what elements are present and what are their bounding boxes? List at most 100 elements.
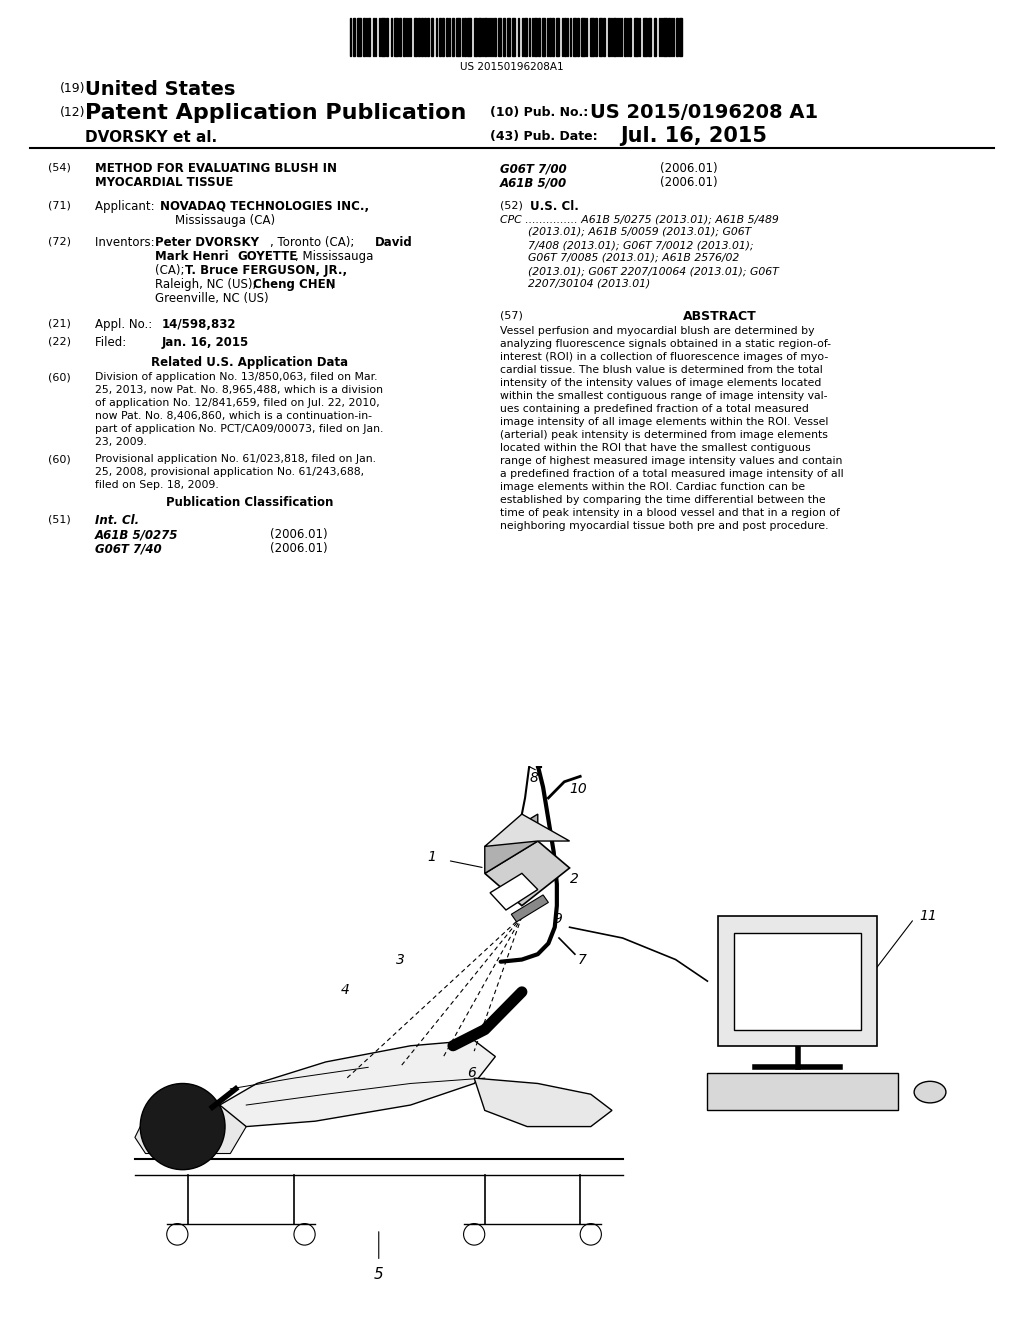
Text: (2006.01): (2006.01): [270, 528, 328, 541]
Bar: [613, 18, 616, 55]
Bar: [368, 18, 370, 55]
Text: Peter DVORSKY: Peter DVORSKY: [155, 236, 259, 249]
Bar: [624, 18, 626, 55]
Bar: [564, 18, 566, 55]
Text: NOVADAQ TECHNOLOGIES INC.,: NOVADAQ TECHNOLOGIES INC.,: [160, 201, 369, 213]
Text: 8: 8: [529, 771, 539, 785]
Text: (2006.01): (2006.01): [660, 162, 718, 176]
Text: Division of application No. 13/850,063, filed on Mar.: Division of application No. 13/850,063, …: [95, 372, 378, 381]
Text: ABSTRACT: ABSTRACT: [683, 310, 757, 323]
Text: (52): (52): [500, 201, 523, 210]
Text: US 2015/0196208 A1: US 2015/0196208 A1: [590, 103, 818, 121]
Bar: [556, 18, 559, 55]
Bar: [603, 18, 605, 55]
Text: G06T 7/40: G06T 7/40: [95, 543, 162, 554]
Bar: [464, 18, 466, 55]
Text: (60): (60): [48, 372, 71, 381]
Text: 9: 9: [554, 912, 562, 925]
Bar: [577, 18, 579, 55]
Text: (54): (54): [48, 162, 71, 172]
Text: Raleigh, NC (US);: Raleigh, NC (US);: [155, 279, 260, 290]
Bar: [381, 18, 385, 55]
Bar: [734, 933, 861, 1030]
Text: Jul. 16, 2015: Jul. 16, 2015: [620, 125, 767, 147]
Text: A61B 5/0275: A61B 5/0275: [95, 528, 178, 541]
Text: , Toronto (CA);: , Toronto (CA);: [270, 236, 358, 249]
Text: Mark Henri: Mark Henri: [155, 249, 232, 263]
Polygon shape: [490, 874, 538, 909]
Text: 5: 5: [374, 1267, 384, 1282]
Text: Patent Application Publication: Patent Application Publication: [85, 103, 466, 123]
Bar: [399, 18, 401, 55]
Bar: [654, 18, 656, 55]
Text: analyzing fluorescence signals obtained in a static region-of-: analyzing fluorescence signals obtained …: [500, 339, 831, 348]
Bar: [418, 18, 420, 55]
Bar: [534, 18, 537, 55]
Text: Greenville, NC (US): Greenville, NC (US): [155, 292, 268, 305]
Bar: [643, 18, 647, 55]
Text: Related U.S. Application Data: Related U.S. Application Data: [152, 356, 348, 370]
Text: US 20150196208A1: US 20150196208A1: [460, 62, 564, 73]
Polygon shape: [135, 1105, 246, 1154]
Text: established by comparing the time differential between the: established by comparing the time differ…: [500, 495, 825, 506]
Text: 7/408 (2013.01); G06T 7/0012 (2013.01);: 7/408 (2013.01); G06T 7/0012 (2013.01);: [500, 240, 754, 249]
Text: (CA);: (CA);: [155, 264, 188, 277]
Bar: [353, 18, 355, 55]
Text: Int. Cl.: Int. Cl.: [95, 513, 139, 527]
Text: 3: 3: [395, 953, 404, 966]
Bar: [394, 18, 398, 55]
Text: range of highest measured image intensity values and contain: range of highest measured image intensit…: [500, 455, 843, 466]
Polygon shape: [484, 814, 538, 874]
Text: interest (ROI) in a collection of fluorescence images of myo-: interest (ROI) in a collection of fluore…: [500, 352, 828, 362]
Text: image elements within the ROI. Cardiac function can be: image elements within the ROI. Cardiac f…: [500, 482, 805, 492]
Bar: [452, 18, 454, 55]
Text: 1: 1: [427, 850, 436, 865]
Text: intensity of the intensity values of image elements located: intensity of the intensity values of ima…: [500, 378, 821, 388]
Bar: [538, 18, 540, 55]
Text: GOYETTE: GOYETTE: [237, 249, 297, 263]
Bar: [474, 18, 477, 55]
Bar: [442, 18, 444, 55]
Bar: [357, 18, 361, 55]
Bar: [503, 18, 505, 55]
Circle shape: [140, 1084, 225, 1170]
Text: (2006.01): (2006.01): [270, 543, 328, 554]
Text: T. Bruce FERGUSON, JR.,: T. Bruce FERGUSON, JR.,: [185, 264, 347, 277]
Bar: [414, 18, 417, 55]
Text: cardial tissue. The blush value is determined from the total: cardial tissue. The blush value is deter…: [500, 366, 822, 375]
Bar: [431, 18, 433, 55]
Text: 2207/30104 (2013.01): 2207/30104 (2013.01): [500, 279, 650, 289]
Text: a predefined fraction of a total measured image intensity of all: a predefined fraction of a total measure…: [500, 469, 844, 479]
Text: U.S. Cl.: U.S. Cl.: [530, 201, 579, 213]
Text: ues containing a predefined fraction of a total measured: ues containing a predefined fraction of …: [500, 404, 809, 414]
Text: CPC ............... A61B 5/0275 (2013.01); A61B 5/489: CPC ............... A61B 5/0275 (2013.01…: [500, 214, 778, 224]
Text: (12): (12): [60, 106, 85, 119]
Text: (72): (72): [48, 236, 71, 246]
Text: METHOD FOR EVALUATING BLUSH IN: METHOD FOR EVALUATING BLUSH IN: [95, 162, 337, 176]
Bar: [498, 18, 501, 55]
Polygon shape: [474, 1078, 612, 1126]
Bar: [573, 18, 575, 55]
Bar: [507, 18, 510, 55]
Bar: [467, 18, 471, 55]
Bar: [446, 18, 449, 55]
Polygon shape: [484, 814, 569, 846]
Polygon shape: [484, 841, 569, 906]
Text: G06T 7/0085 (2013.01); A61B 2576/02: G06T 7/0085 (2013.01); A61B 2576/02: [500, 253, 739, 263]
Bar: [590, 18, 594, 55]
Text: (2013.01); G06T 2207/10064 (2013.01); G06T: (2013.01); G06T 2207/10064 (2013.01); G0…: [500, 267, 778, 276]
Text: G06T 7/00: G06T 7/00: [500, 162, 566, 176]
Bar: [484, 18, 487, 55]
Text: Publication Classification: Publication Classification: [166, 496, 334, 510]
Text: Applicant:: Applicant:: [95, 201, 162, 213]
Bar: [362, 18, 365, 55]
Text: 4: 4: [340, 982, 349, 997]
Bar: [421, 18, 423, 55]
Text: Appl. No.:: Appl. No.:: [95, 318, 156, 331]
Text: Mississauga (CA): Mississauga (CA): [175, 214, 275, 227]
Text: 25, 2008, provisional application No. 61/243,688,: 25, 2008, provisional application No. 61…: [95, 467, 365, 477]
Bar: [679, 18, 682, 55]
Ellipse shape: [914, 1081, 946, 1104]
Text: image intensity of all image elements within the ROI. Vessel: image intensity of all image elements wi…: [500, 417, 828, 426]
Text: now Pat. No. 8,406,860, which is a continuation-in-: now Pat. No. 8,406,860, which is a conti…: [95, 411, 372, 421]
